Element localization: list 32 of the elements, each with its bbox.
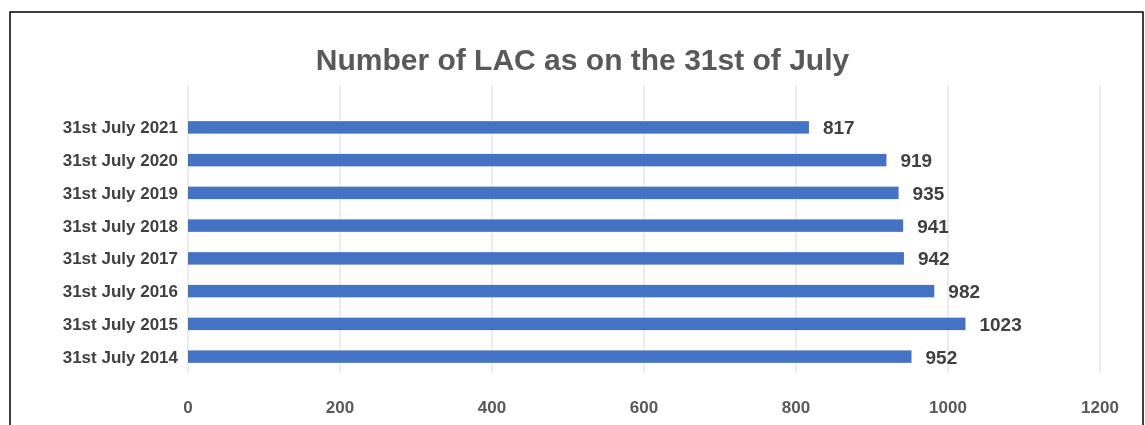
data-label: 941	[917, 215, 950, 237]
x-tick-label: 800	[781, 398, 811, 417]
bar	[188, 121, 809, 134]
x-tick-label: 1000	[929, 398, 967, 417]
bar	[188, 317, 966, 331]
x-tick-label: 200	[325, 398, 355, 417]
data-label: 1023	[979, 313, 1022, 335]
data-label: 817	[822, 117, 855, 139]
bar	[188, 252, 904, 265]
y-tick-label: 31st July 2014	[62, 347, 179, 367]
data-label: 942	[917, 248, 950, 270]
bar	[188, 186, 899, 200]
x-tick-label: 1200	[1081, 398, 1119, 417]
y-tick-label: 31st July 2021	[62, 118, 178, 138]
y-tick-label: 31st July 2015	[62, 314, 178, 334]
chart-title: Number of LAC as on the 31st of July	[315, 43, 850, 76]
bar	[188, 350, 912, 363]
bar	[188, 284, 935, 298]
x-tick-label: 400	[477, 398, 507, 417]
x-tick-label: 600	[629, 398, 659, 417]
data-label: 982	[948, 281, 981, 303]
y-tick-label: 31st July 2017	[62, 249, 178, 269]
y-tick-label: 31st July 2018	[62, 216, 178, 236]
y-tick-label: 31st July 2020	[62, 151, 178, 171]
data-label: 919	[900, 150, 933, 172]
data-label: 952	[925, 346, 958, 368]
x-tick-label: 0	[183, 398, 193, 417]
y-tick-label: 31st July 2019	[62, 183, 178, 203]
y-tick-label: 31st July 2016	[62, 282, 178, 302]
bar	[188, 219, 904, 232]
data-label: 935	[912, 182, 945, 204]
bar	[188, 153, 887, 167]
